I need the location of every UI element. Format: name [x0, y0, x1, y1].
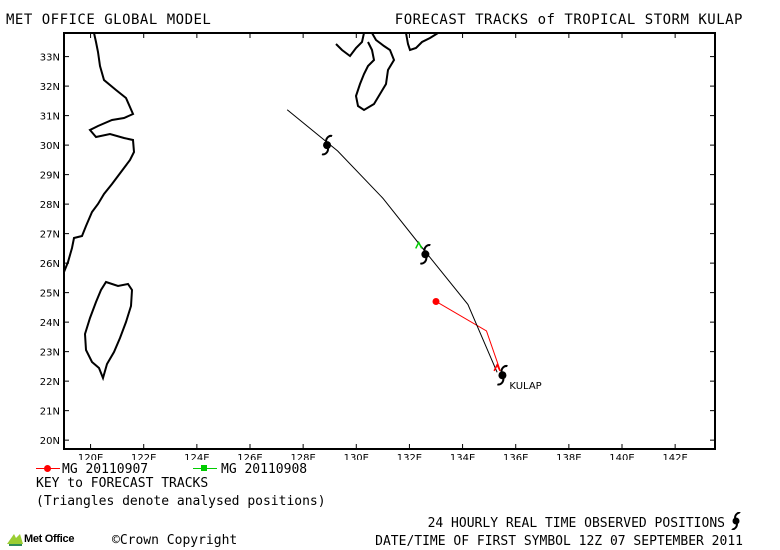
- lat-tick-label: 23N: [40, 348, 60, 359]
- cyclone-arm: [325, 134, 333, 142]
- lat-tick-label: 25N: [40, 289, 60, 300]
- map-header-right: FORECAST TRACKS of TROPICAL STORM KULAP: [394, 12, 743, 28]
- lon-tick-label: 128E: [290, 453, 315, 460]
- cyclone-eye: [421, 250, 430, 259]
- cyclone-symbol: [321, 134, 333, 156]
- legend-item-mg-20110908: MG 20110908: [221, 462, 308, 477]
- lon-tick-label: 126E: [237, 453, 262, 460]
- copyright-label: Crown Copyright: [119, 533, 238, 548]
- lon-tick-label: 124E: [184, 453, 209, 460]
- lon-tick-label: 136E: [503, 453, 528, 460]
- lat-tick-label: 27N: [40, 230, 60, 241]
- cyclone-arm: [423, 244, 431, 251]
- legend-item-mg-20110907: MG 20110907: [62, 462, 149, 477]
- forecast-tracks: [286, 109, 501, 373]
- lat-tick-label: 33N: [40, 53, 60, 64]
- cyclone-symbol: [496, 365, 508, 386]
- lat-tick-label: 21N: [40, 407, 60, 418]
- lon-tick-label: 130E: [344, 453, 369, 460]
- key-note: (Triangles denote analysed positions): [36, 494, 326, 509]
- storm-label: KULAP: [509, 381, 541, 392]
- lon-tick-label: 138E: [556, 453, 581, 460]
- cyclone-eye: [323, 141, 332, 150]
- track-line-mg-20110908: [286, 109, 498, 373]
- map-header-left: MET OFFICE GLOBAL MODEL: [6, 12, 212, 28]
- analysed-triangle: [415, 240, 423, 249]
- cyclone-symbol-icon: [731, 512, 741, 530]
- cyclone-arm: [500, 365, 508, 372]
- lat-tick-label: 30N: [40, 141, 60, 152]
- coastline: [63, 32, 439, 382]
- coastline-segment: [63, 32, 136, 273]
- lat-tick-label: 31N: [40, 112, 60, 123]
- copyright-text: ©Crown Copyright: [112, 533, 237, 548]
- met-office-logo-icon: [7, 534, 23, 546]
- legend-marker-circle: [44, 465, 51, 472]
- coastline-segment: [83, 280, 134, 382]
- lon-tick-label: 140E: [609, 453, 634, 460]
- lat-tick-label: 32N: [40, 82, 60, 93]
- lat-tick-label: 22N: [40, 377, 60, 388]
- coastline-segment: [335, 32, 396, 112]
- first-symbol-datetime: DATE/TIME OF FIRST SYMBOL 12Z 07 SEPTEMB…: [375, 534, 743, 549]
- map-frame: [63, 32, 716, 450]
- met-office-logo-text: Met Office: [24, 533, 75, 545]
- lon-tick-label: 142E: [662, 453, 687, 460]
- cyclone-arm: [321, 148, 330, 156]
- key-title: KEY to FORECAST TRACKS: [36, 476, 209, 491]
- track-start-marker: [432, 297, 440, 305]
- lat-tick-label: 20N: [40, 436, 60, 447]
- observed-positions-label: 24 HOURLY REAL TIME OBSERVED POSITIONS: [427, 516, 725, 531]
- legend-marker-square: [201, 465, 207, 471]
- cyclone-symbol: [419, 244, 431, 265]
- lon-tick-label: 134E: [450, 453, 475, 460]
- map-ticks: 33N 32N 31N 30N 29N 28N 27N 26N 25N 24N 23N 22N 21N 2…: [40, 33, 715, 460]
- coastline-segment: [405, 32, 439, 52]
- forecast-track-map: 33N 32N 31N 30N 29N 28N 27N 26N 25N 24N 23N 22N 21N 2…: [40, 32, 716, 460]
- observed-positions: [321, 134, 508, 386]
- lon-tick-label: 120E: [78, 453, 103, 460]
- cyclone-arm: [419, 257, 428, 265]
- cyclone-arm: [496, 378, 505, 386]
- cyclone-eye: [498, 371, 507, 380]
- lat-tick-label: 24N: [40, 318, 60, 329]
- lon-tick-label: 122E: [131, 453, 156, 460]
- analysed-triangle: [493, 363, 501, 372]
- lat-tick-label: 26N: [40, 259, 60, 270]
- track-line-mg-20110907: [435, 301, 501, 370]
- lon-tick-label: 132E: [397, 453, 422, 460]
- lat-tick-label: 29N: [40, 171, 60, 182]
- copyright-icon: ©: [112, 533, 120, 548]
- lat-tick-label: 28N: [40, 200, 60, 211]
